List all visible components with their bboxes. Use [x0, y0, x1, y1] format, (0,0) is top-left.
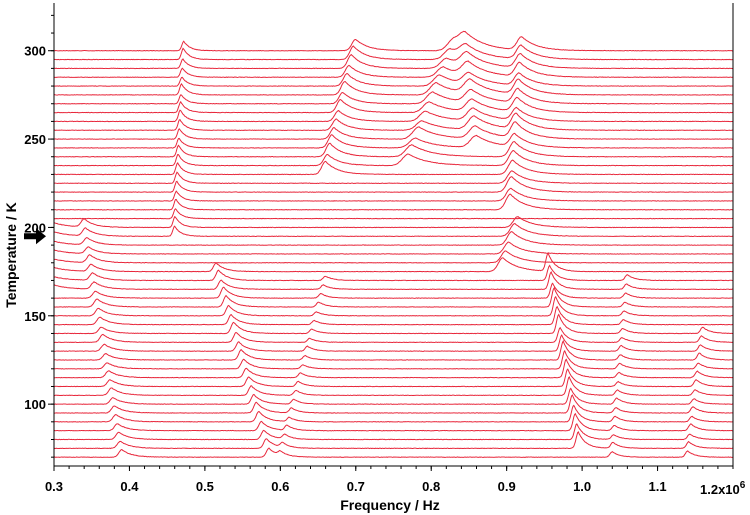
y-tick-label: 100 — [24, 397, 46, 412]
temperature-trace — [54, 187, 733, 202]
temperature-trace — [54, 387, 733, 405]
temperature-trace — [54, 60, 733, 79]
temperature-trace — [54, 50, 733, 70]
x-tick-label: 1.1 — [649, 479, 667, 494]
y-axis-ticks: 100 150 200 250 300 — [24, 14, 54, 458]
temperature-trace — [54, 404, 733, 423]
temperature-trace — [54, 106, 733, 123]
temperature-trace — [54, 358, 733, 379]
y-tick-label: 150 — [24, 309, 46, 324]
temperature-trace — [54, 375, 733, 397]
x-tick-label: 0.9 — [498, 479, 516, 494]
temperature-trace — [54, 132, 733, 149]
temperature-trace — [54, 349, 733, 370]
arrow-icon — [24, 228, 46, 245]
temperature-trace — [54, 121, 733, 140]
x-tick-label: 1.0 — [573, 479, 591, 494]
temperature-trace — [54, 112, 733, 132]
temperature-trace — [54, 30, 733, 52]
temperature-trace — [54, 71, 733, 87]
temperature-trace — [54, 431, 733, 450]
temperature-trace — [54, 96, 733, 114]
temperature-trace — [54, 150, 733, 167]
temperature-trace — [54, 176, 733, 193]
x-scale-multiplier: 1.2x106 — [700, 480, 746, 497]
temperature-trace — [54, 231, 733, 246]
temperature-trace — [54, 339, 733, 361]
y-tick-label: 250 — [24, 132, 46, 147]
temperature-trace — [54, 368, 733, 388]
x-axis-title: Frequency / Hz — [340, 497, 440, 513]
y-axis-title: Temperature / K — [3, 202, 19, 308]
temperature-trace — [54, 223, 733, 238]
temperature-trace — [54, 412, 733, 432]
temperature-trace — [54, 140, 733, 158]
arrow-shape — [24, 228, 46, 245]
x-tick-label: 0.6 — [271, 479, 289, 494]
temperature-trace — [54, 241, 733, 255]
x-tick-label: 0.4 — [120, 479, 139, 494]
temperature-trace — [54, 252, 733, 273]
x-axis-ticks: 0.3 0.4 0.5 0.6 0.7 0.8 0.9 1.0 1.1 — [45, 466, 734, 494]
temperature-trace — [54, 282, 733, 299]
x-tick-label: 0.3 — [45, 479, 63, 494]
temperature-trace — [54, 170, 733, 185]
temperature-trace — [54, 78, 733, 96]
temperature-trace — [54, 295, 733, 317]
x-tick-label: 0.7 — [347, 479, 365, 494]
temperature-trace — [54, 87, 733, 105]
y-tick-label: 200 — [24, 220, 46, 235]
temperature-trace — [54, 42, 733, 61]
temperature-trace — [54, 250, 733, 264]
temperature-trace — [54, 215, 733, 229]
temperature-trace — [54, 193, 733, 211]
y-tick-label: 300 — [24, 44, 46, 59]
temperature-trace — [54, 326, 733, 344]
temperature-trace — [54, 423, 733, 441]
x-tick-label: 0.8 — [422, 479, 440, 494]
temperature-trace — [54, 394, 733, 414]
temperature-trace — [54, 334, 733, 352]
temperature-trace — [54, 313, 733, 335]
temperature-traces — [54, 30, 733, 458]
x-tick-label: 0.5 — [196, 479, 214, 494]
temperature-trace — [54, 264, 733, 282]
temperature-trace — [54, 286, 733, 308]
temperature-trace — [54, 447, 733, 458]
temperature-trace — [54, 159, 733, 176]
temperature-trace — [54, 305, 733, 326]
temperature-trace — [54, 271, 733, 291]
temperature-trace — [54, 208, 733, 220]
